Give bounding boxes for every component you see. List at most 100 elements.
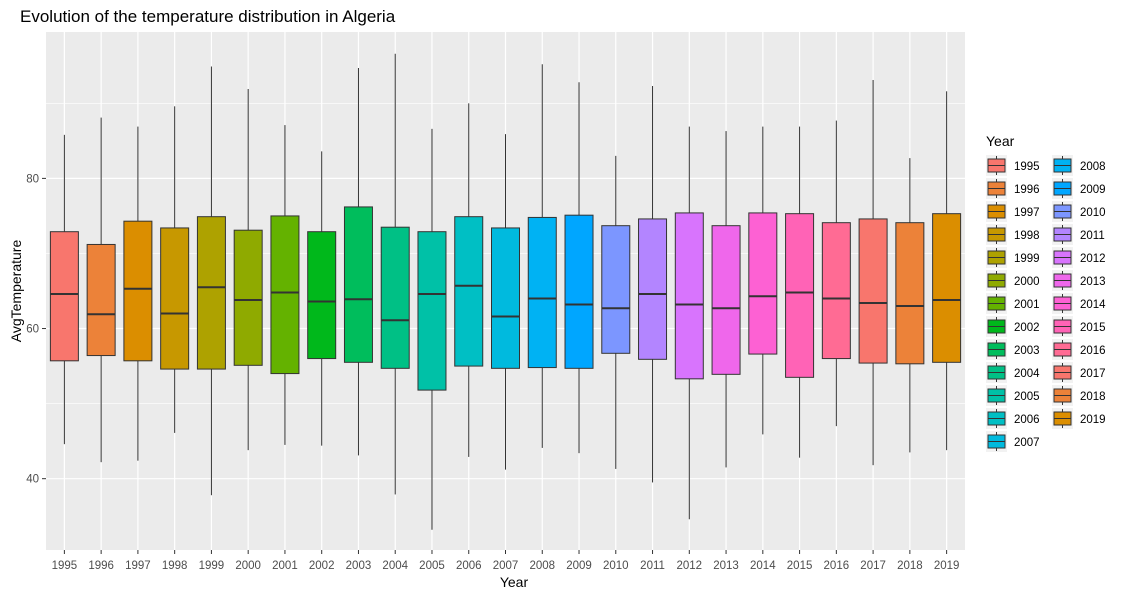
box-2013 xyxy=(711,131,741,468)
boxes xyxy=(49,53,962,530)
y-tick-label: 80 xyxy=(26,173,39,185)
legend-item-2006: 2006 xyxy=(986,408,1040,429)
legend-title: Year xyxy=(986,133,1015,149)
x-tick-label: 2008 xyxy=(529,560,555,572)
x-tick-label: 2009 xyxy=(566,560,592,572)
legend-label: 2017 xyxy=(1080,368,1106,380)
box-body xyxy=(491,227,520,369)
box-body xyxy=(417,231,447,391)
legend-label: 2019 xyxy=(1080,414,1106,426)
legend-item-2019: 2019 xyxy=(1052,408,1106,429)
legend-label: 1999 xyxy=(1014,253,1040,265)
x-tick-label: 1999 xyxy=(199,560,225,572)
box-body xyxy=(307,231,337,360)
legend-item-2002: 2002 xyxy=(986,316,1040,337)
legend: Year 1995 1996 1997 1998 1999 2000 2001 2002 200… xyxy=(986,133,1106,452)
x-tick-label: 2016 xyxy=(824,560,850,572)
legend-item-2001: 2001 xyxy=(986,293,1040,314)
legend-label: 2000 xyxy=(1014,276,1040,288)
x-tick-label: 2003 xyxy=(346,560,372,572)
x-tick-label: 2013 xyxy=(713,560,739,572)
box-2006 xyxy=(454,103,484,457)
legend-label: 2005 xyxy=(1014,391,1040,403)
box-body xyxy=(380,226,410,369)
box-body xyxy=(49,231,79,362)
box-body xyxy=(123,220,153,362)
legend-item-1998: 1998 xyxy=(986,224,1040,245)
box-body xyxy=(160,227,190,370)
y-axis: 40 60 80 xyxy=(26,173,46,486)
box-2014 xyxy=(748,126,778,435)
y-axis-title: AvgTemperature xyxy=(8,240,24,343)
box-2019 xyxy=(932,91,962,451)
legend-label: 2003 xyxy=(1014,345,1040,357)
x-tick-label: 2002 xyxy=(309,560,335,572)
legend-label: 2016 xyxy=(1080,345,1106,357)
y-tick-label: 60 xyxy=(26,324,39,336)
box-body xyxy=(454,216,484,367)
x-tick-label: 1995 xyxy=(52,560,78,572)
legend-label: 2015 xyxy=(1080,322,1106,334)
box-body xyxy=(233,229,263,366)
x-tick-label: 1996 xyxy=(88,560,114,572)
x-tick-label: 2011 xyxy=(640,560,665,572)
legend-item-2012: 2012 xyxy=(1052,247,1106,268)
box-2011 xyxy=(638,86,668,483)
legend-label: 2001 xyxy=(1014,299,1040,311)
box-2012 xyxy=(674,126,704,520)
x-axis: 1995 1996 1997 1998 1999 2000 2001 2002 2003 2004… xyxy=(52,550,960,572)
box-body xyxy=(785,213,815,378)
x-tick-label: 2019 xyxy=(934,560,960,572)
legend-label: 1996 xyxy=(1014,184,1040,196)
x-tick-label: 2017 xyxy=(860,560,886,572)
box-body xyxy=(601,225,631,354)
legend-item-2013: 2013 xyxy=(1052,270,1106,291)
x-tick-label: 2012 xyxy=(677,560,703,572)
x-tick-label: 1997 xyxy=(125,560,151,572)
legend-label: 2014 xyxy=(1080,299,1106,311)
legend-item-2009: 2009 xyxy=(1052,178,1106,199)
box-2010 xyxy=(601,155,631,469)
legend-item-1995: 1995 xyxy=(986,155,1040,176)
box-2018 xyxy=(895,158,925,453)
box-body xyxy=(270,215,300,375)
box-2007 xyxy=(491,134,520,470)
legend-item-1996: 1996 xyxy=(986,178,1040,199)
legend-item-2003: 2003 xyxy=(986,339,1040,360)
x-tick-label: 2014 xyxy=(750,560,776,572)
x-tick-label: 2001 xyxy=(272,560,298,572)
legend-label: 1997 xyxy=(1014,207,1040,219)
box-1998 xyxy=(160,106,190,433)
legend-label: 2002 xyxy=(1014,322,1040,334)
x-tick-label: 2000 xyxy=(235,560,261,572)
box-2008 xyxy=(527,64,557,448)
x-tick-label: 2015 xyxy=(787,560,813,572)
x-axis-title: Year xyxy=(500,574,529,590)
box-body xyxy=(196,216,226,370)
legend-item-2004: 2004 xyxy=(986,362,1040,383)
legend-item-2011: 2011 xyxy=(1052,224,1105,245)
x-tick-label: 2005 xyxy=(419,560,445,572)
x-tick-label: 2004 xyxy=(382,560,408,572)
x-tick-label: 2006 xyxy=(456,560,482,572)
legend-item-2000: 2000 xyxy=(986,270,1040,291)
box-body xyxy=(674,212,704,380)
legend-label: 2007 xyxy=(1014,437,1040,449)
box-2004 xyxy=(380,53,410,495)
box-body xyxy=(895,222,925,365)
legend-label: 2009 xyxy=(1080,184,1106,196)
box-body xyxy=(821,222,851,360)
legend-item-2005: 2005 xyxy=(986,385,1040,406)
box-1999 xyxy=(196,66,226,496)
x-tick-label: 1998 xyxy=(162,560,188,572)
box-2015 xyxy=(785,126,815,458)
box-2016 xyxy=(821,120,851,427)
box-body xyxy=(932,213,962,363)
legend-label: 1998 xyxy=(1014,230,1040,242)
legend-item-2016: 2016 xyxy=(1052,339,1106,360)
box-body xyxy=(858,218,888,364)
box-2002 xyxy=(307,151,337,446)
box-body xyxy=(638,218,668,360)
legend-label: 2004 xyxy=(1014,368,1040,380)
